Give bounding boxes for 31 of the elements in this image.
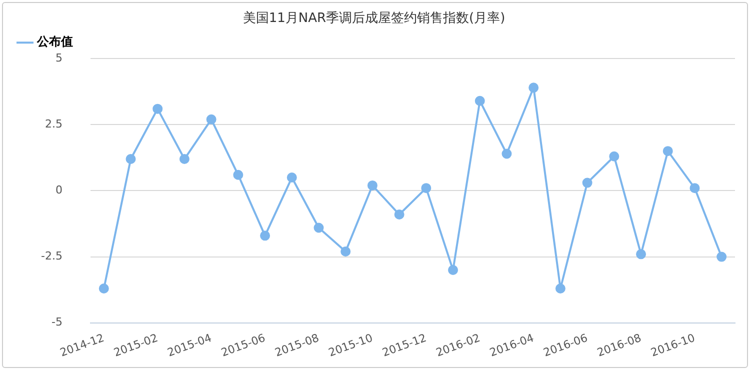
point [502, 148, 512, 159]
y-tick-label: 5 [55, 51, 62, 64]
point [690, 183, 700, 194]
point [286, 172, 297, 183]
point [233, 170, 244, 180]
point [716, 252, 727, 262]
point [528, 82, 539, 93]
chart-title: 美国11月NAR季调后成屋签约销售指数(月率) [242, 10, 506, 26]
point [555, 284, 566, 294]
y-tick-label: -2.5 [40, 250, 62, 263]
point [662, 146, 673, 156]
y-tick-label: 0 [55, 184, 62, 197]
point [206, 114, 216, 124]
point [179, 154, 190, 164]
point [421, 183, 432, 194]
point [448, 265, 458, 276]
legend-label: 公布值 [36, 34, 73, 49]
point [98, 284, 109, 294]
point [152, 104, 163, 114]
point [314, 222, 324, 233]
point [126, 154, 136, 164]
point [636, 249, 646, 260]
y-tick-label: -5 [51, 316, 62, 329]
y-tick-label: 2.5 [44, 118, 62, 131]
point [609, 151, 620, 162]
point [474, 96, 485, 106]
point [367, 180, 378, 190]
point [582, 178, 592, 188]
point [394, 210, 404, 220]
point [340, 246, 351, 257]
point [260, 230, 270, 241]
